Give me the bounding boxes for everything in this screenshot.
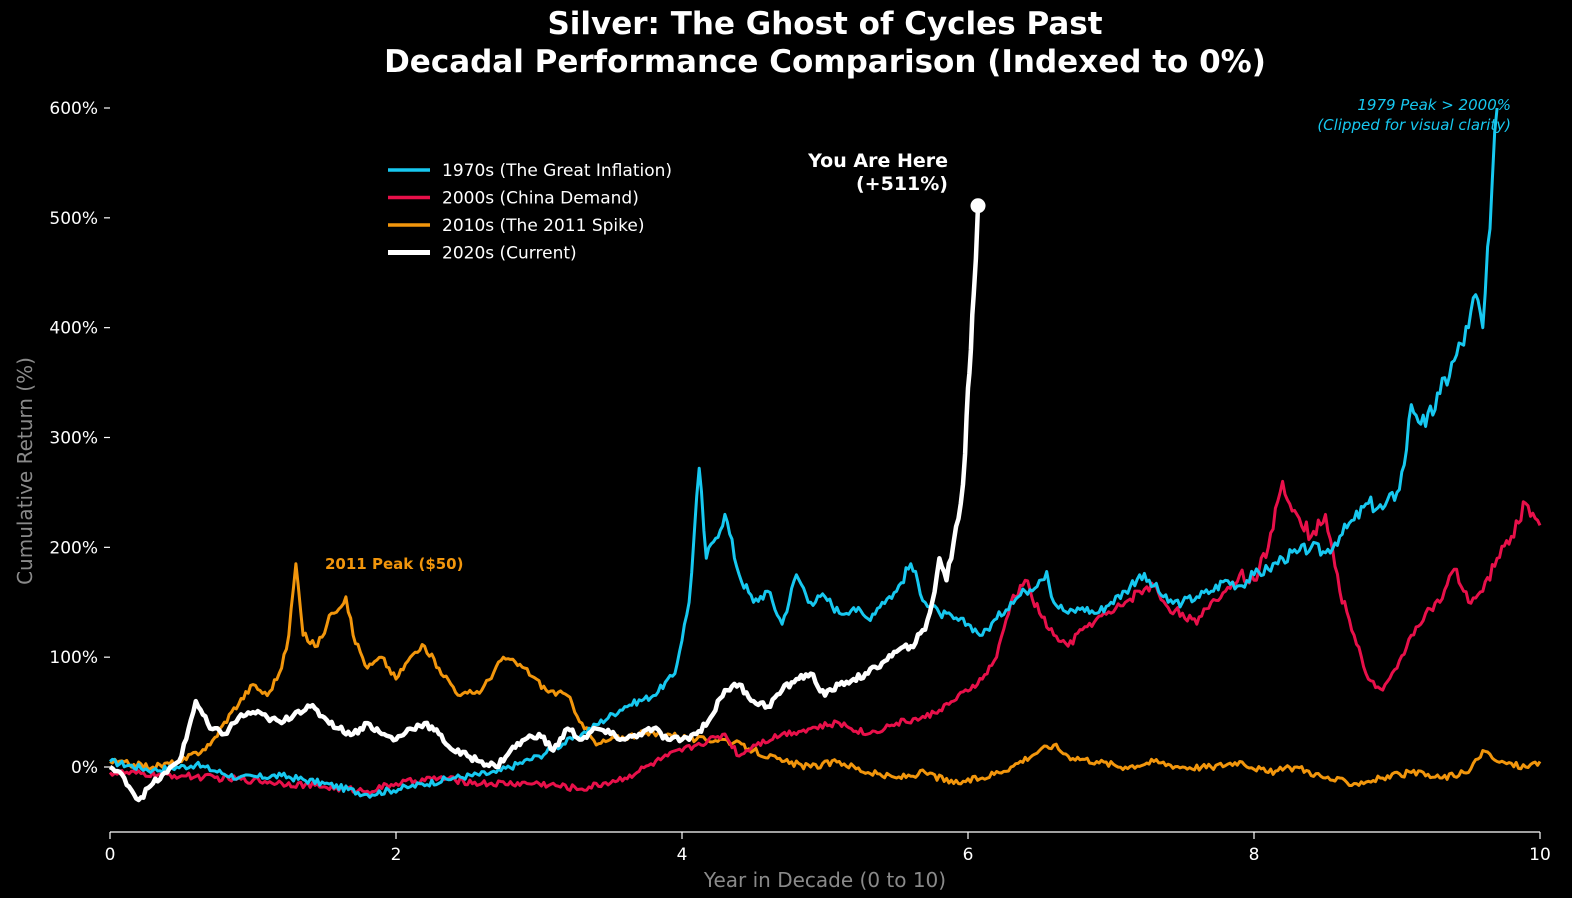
legend-label: 1970s (The Great Inflation)	[442, 161, 672, 181]
peak-1979-annotation-line1: 1979 Peak > 2000%	[1357, 96, 1511, 114]
y-tick-label: 500%	[49, 209, 98, 229]
x-tick-label: 6	[963, 845, 974, 865]
y-tick-label: 600%	[49, 99, 98, 119]
peak-1979-annotation-line2: (Clipped for visual clarity)	[1317, 116, 1511, 134]
legend-label: 2000s (China Demand)	[442, 189, 639, 209]
y-ticks: 0% 100% 200% 300% 400% 500% 600%	[49, 99, 110, 778]
legend-label: 2020s (Current)	[442, 244, 577, 264]
x-tick-label: 8	[1249, 845, 1260, 865]
x-tick-label: 10	[1529, 845, 1551, 865]
chart-subtitle: Decadal Performance Comparison (Indexed …	[384, 44, 1266, 80]
you-are-here-label: You Are Here	[807, 150, 948, 172]
x-ticks: 0 2 4 6 8 10	[105, 832, 1551, 865]
series-lines	[108, 107, 1542, 803]
current-marker	[970, 198, 986, 214]
legend-label: 2010s (The 2011 Spike)	[442, 216, 644, 236]
x-tick-label: 2	[391, 845, 402, 865]
x-tick-label: 0	[105, 845, 116, 865]
y-tick-label: 100%	[49, 648, 98, 668]
series-line-4	[108, 205, 981, 803]
peak-2011-annotation: 2011 Peak ($50)	[325, 555, 463, 573]
y-tick-label: 200%	[49, 538, 98, 558]
x-axis-label: Year in Decade (0 to 10)	[703, 868, 946, 892]
you-are-here-value: (+511%)	[856, 173, 948, 195]
legend: 1970s (The Great Inflation) 2000s (China …	[388, 161, 672, 264]
chart-title: Silver: The Ghost of Cycles Past	[547, 6, 1102, 42]
series-line-1	[109, 107, 1499, 799]
y-tick-label: 0%	[71, 758, 98, 778]
y-tick-label: 300%	[49, 429, 98, 449]
y-axis-label: Cumulative Return (%)	[13, 357, 37, 585]
y-tick-label: 400%	[49, 319, 98, 339]
series-line-3	[109, 562, 1542, 787]
x-tick-label: 4	[677, 845, 688, 865]
